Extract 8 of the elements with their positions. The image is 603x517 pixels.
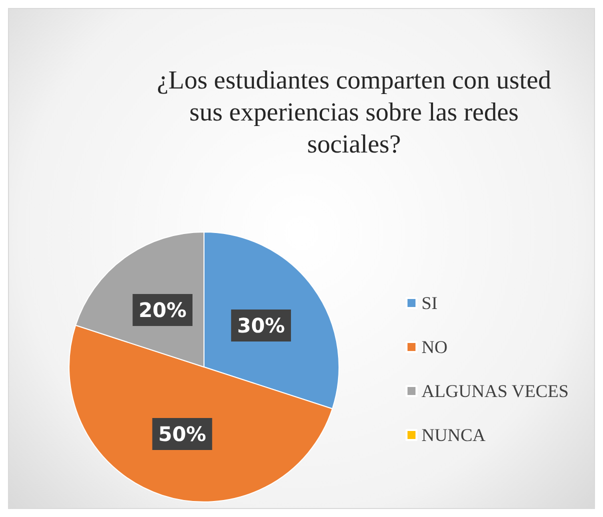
data-label: 30%: [237, 314, 285, 338]
data-label: 20%: [138, 298, 186, 322]
legend-label: ALGUNAS VECES: [421, 381, 569, 401]
legend-label: SI: [421, 293, 438, 313]
data-label: 50%: [158, 422, 206, 446]
legend-label: NO: [421, 337, 448, 357]
legend-label: NUNCA: [421, 425, 486, 445]
chart-title: ¿Los estudiantes comparten con usted sus experiencias sobre las redes sociales?: [156, 66, 552, 158]
